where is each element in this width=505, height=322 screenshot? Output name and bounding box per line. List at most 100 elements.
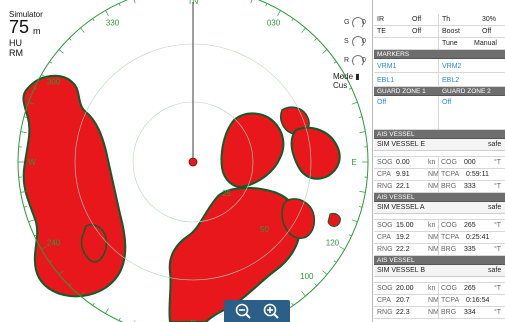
cpa-label: CPA	[377, 171, 391, 178]
gain-knob-value: 0	[362, 19, 366, 26]
bearing-tick	[41, 246, 47, 250]
bearing-tick	[301, 27, 306, 33]
ais-vessel-card[interactable]: AIS VESSEL SIM VESSEL A safe SOG 15.00 kn COG 2…	[374, 193, 505, 256]
sea-knob-label: S	[344, 38, 349, 45]
brg-value: 333	[464, 183, 476, 190]
bearing-label: S	[190, 319, 195, 322]
marker-row[interactable]: EBL1 EBL2	[374, 73, 505, 87]
ais-vessel-card[interactable]: AIS VESSEL SIM VESSEL B safe SOG 20.00 kn COG 2…	[374, 256, 505, 319]
bearing-tick	[348, 87, 352, 90]
marker-row[interactable]: VRM1 VRM2	[374, 59, 505, 73]
bearing-tick	[359, 116, 363, 118]
bearing-tick	[277, 10, 281, 16]
sog-label: SOG	[377, 222, 393, 229]
bearing-tick	[250, 0, 253, 4]
settings-row[interactable]: Tune Manual	[374, 38, 505, 50]
cog-label: COG	[441, 159, 457, 166]
cpa-unit: NM	[428, 171, 439, 178]
bearing-label: 100	[300, 272, 314, 281]
bearing-tick	[339, 74, 345, 78]
ring-label-50: 50	[260, 225, 269, 234]
bearing-tick	[69, 283, 72, 286]
brg-value: 335	[464, 246, 476, 253]
guard-zone-2-value[interactable]: Off	[442, 99, 452, 106]
brg-unit: °T	[494, 183, 502, 190]
brg-label: BRG	[441, 309, 457, 316]
cog-unit: °T	[494, 159, 502, 166]
vessel-data-row: RNG 22.3 NM BRG 334 °T	[374, 307, 505, 319]
rng-value: 22.2	[396, 246, 410, 253]
sea-dial-icon	[352, 36, 364, 48]
own-vessel-icon	[188, 157, 198, 167]
tcpa-value: 0:16:54	[466, 297, 490, 304]
gain-dial-icon	[352, 17, 364, 29]
rng-label: RNG	[377, 309, 393, 316]
guard-zone-1-value[interactable]: Off	[377, 99, 387, 106]
bearing-tick	[34, 87, 38, 90]
vessel-name-row[interactable]: SIM VESSEL E safe	[374, 139, 505, 151]
bearing-tick	[92, 18, 95, 22]
bearing-tick	[28, 219, 35, 223]
bearing-label: W	[28, 158, 36, 167]
rain-clutter-knob[interactable]: R 0	[344, 55, 372, 67]
bearing-tick	[41, 74, 47, 78]
tcpa-value: 0:59:11	[466, 171, 489, 178]
zoom-out-icon[interactable]	[234, 302, 252, 320]
echo-west-landmass	[22, 74, 127, 298]
bearing-tick	[314, 283, 317, 286]
tcpa-value: 0:25:41	[466, 234, 490, 241]
bearing-tick	[20, 131, 27, 133]
bearing-label: 120	[326, 239, 340, 248]
cpa-value: 20.7	[396, 297, 410, 304]
ebl2-label[interactable]: EBL2	[442, 77, 460, 84]
vrm2-label[interactable]: VRM2	[442, 63, 462, 70]
tune-value: Manual	[474, 40, 497, 47]
bearing-label: 240	[47, 239, 61, 248]
vessel-name-row[interactable]: SIM VESSEL A safe	[374, 202, 505, 214]
tcpa-label: TCPA	[441, 171, 460, 178]
guard-zone-row[interactable]: Off Off	[374, 96, 505, 130]
brg-label: BRG	[441, 183, 457, 190]
vessel-name: SIM VESSEL E	[377, 141, 425, 148]
vrm1-label[interactable]: VRM1	[377, 63, 397, 70]
vessel-data-row: SOG 20.00 kn COG 265 °T	[374, 283, 505, 295]
brg-unit: °T	[494, 246, 502, 253]
ais-vessel-card[interactable]: AIS VESSEL SIM VESSEL E safe SOG 0.00 kn COG 00…	[374, 130, 505, 193]
bearing-tick	[23, 116, 27, 118]
zoom-toolbar	[224, 300, 290, 322]
settings-row[interactable]: TE Off Boost Off	[374, 26, 505, 38]
ebl1-label[interactable]: EBL1	[377, 77, 395, 84]
vessel-data-row: CPA 9.91 NM TCPA 0:59:11	[374, 169, 505, 181]
cpa-label: CPA	[377, 234, 391, 241]
cpa-value: 19.2	[396, 234, 410, 241]
gain-knob[interactable]: G 0	[344, 17, 372, 29]
rng-unit: NM	[428, 183, 439, 190]
gain-knob-label: G	[344, 19, 350, 26]
bearing-tick	[23, 206, 27, 208]
tune-label: Tune	[442, 40, 458, 47]
bearing-label: 330	[106, 19, 120, 28]
echo-east-island-long	[290, 126, 341, 180]
mode-label[interactable]: Mode ▮ Cus	[333, 72, 360, 90]
te-label: TE	[377, 28, 386, 35]
bearing-label: 300	[47, 78, 61, 87]
radar-display[interactable]: 330TN030300WE240120S100 25 50 Simulator …	[0, 0, 373, 322]
settings-row[interactable]: IR Off Th 30%	[374, 14, 505, 26]
radar-info-panel: IR Off Th 30% TE Off Boost Off Tune Manu…	[374, 0, 505, 322]
markers-header: MARKERS	[374, 50, 505, 59]
rng-value: 22.1	[396, 183, 410, 190]
vessel-data-row: SOG 0.00 kn COG 000 °T	[374, 157, 505, 169]
rng-label: RNG	[377, 183, 393, 190]
bearing-tick	[34, 234, 38, 237]
vessel-name-row[interactable]: SIM VESSEL B safe	[374, 265, 505, 277]
vessel-data-row: RNG 22.2 NM BRG 335 °T	[374, 244, 505, 256]
radar-plot[interactable]: 330TN030300WE240120S100 25 50	[0, 0, 373, 322]
bearing-tick	[359, 206, 363, 208]
vessel-data-row: CPA 19.2 NM TCPA 0:25:41	[374, 232, 505, 244]
zoom-in-icon[interactable]	[262, 302, 280, 320]
boost-label: Boost	[442, 28, 460, 35]
sog-value: 15.00	[396, 222, 414, 229]
radar-echoes	[22, 74, 341, 322]
sea-clutter-knob[interactable]: S 0	[344, 36, 372, 48]
